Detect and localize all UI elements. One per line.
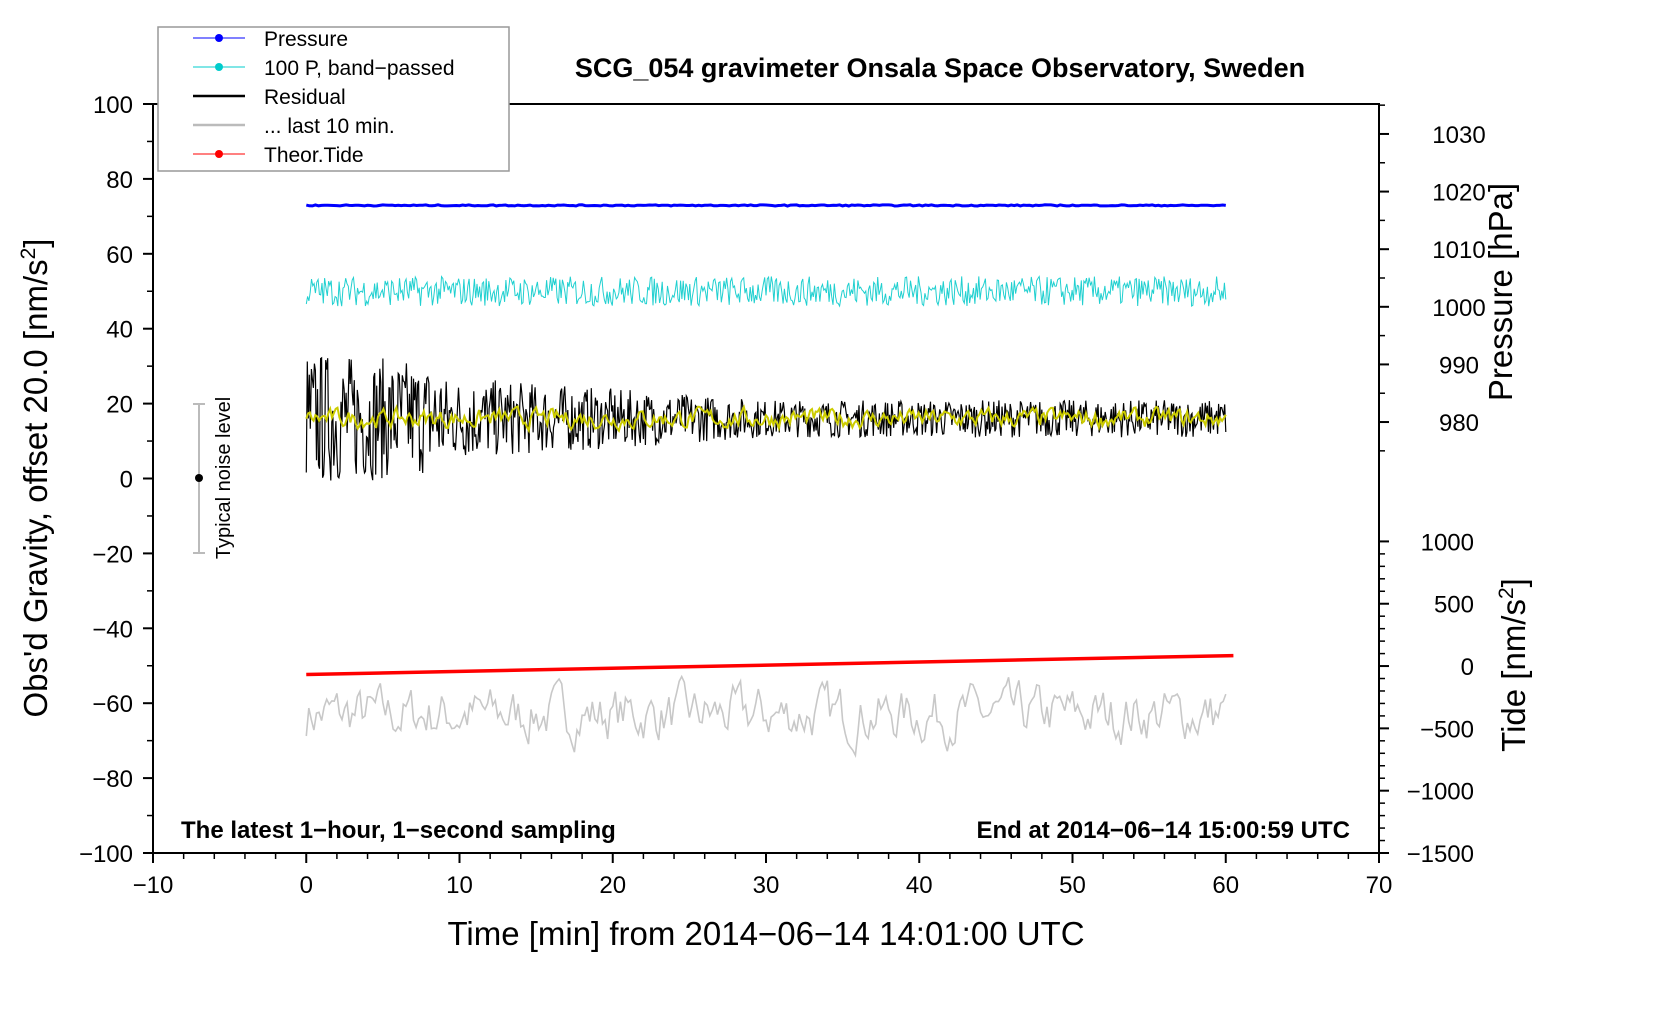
noise-level-label: Typical noise level	[213, 397, 235, 559]
tide-tick-label: −500	[1420, 716, 1474, 743]
series-residual-smoothed	[305, 404, 1227, 434]
pressure-tick-label: 1010	[1432, 237, 1485, 264]
y-tick-label: −40	[92, 616, 133, 643]
y-tick-label: −20	[92, 541, 133, 568]
pressure-tick-label: 990	[1439, 352, 1479, 379]
legend-marker	[215, 63, 223, 71]
x-tick-label: 10	[446, 872, 473, 899]
plot-frame	[152, 103, 1380, 854]
x-tick-label: 0	[300, 872, 313, 899]
series-band-passed-pressure	[305, 275, 1227, 308]
pressure-tick-label: 980	[1439, 410, 1479, 437]
annotation-sampling: The latest 1−hour, 1−second sampling	[181, 817, 616, 844]
pressure-tick-label: 1030	[1432, 122, 1485, 149]
legend: Pressure 100 P, band−passed Residual ... la…	[157, 26, 510, 172]
tide-tick-label: −1500	[1407, 841, 1474, 868]
x-tick-label: 70	[1366, 872, 1393, 899]
legend-marker	[215, 150, 223, 158]
y-tick-label: 0	[120, 467, 133, 494]
y-tick-label: −80	[92, 766, 133, 793]
y-tick-label: 60	[106, 242, 133, 269]
y-tick-label: 20	[106, 392, 133, 419]
tide-tick-label: 500	[1434, 592, 1474, 619]
series-theor-tide	[306, 653, 1234, 677]
chart-title: SCG_054 gravimeter Onsala Space Observat…	[575, 53, 1305, 83]
y-axis-label-tide: Tide [nm/s2]	[1495, 578, 1532, 752]
y-tick-label: −100	[79, 841, 133, 868]
x-tick-label: 40	[906, 872, 933, 899]
y-tick-label: 100	[93, 92, 133, 119]
y-tick-label: 80	[106, 167, 133, 194]
tide-tick-label: 0	[1461, 654, 1474, 681]
series-last-10-min	[305, 674, 1227, 759]
series-pressure	[305, 203, 1226, 208]
y-axis-label-left: Obs'd Gravity, offset 20.0 [nm/s2]	[17, 239, 54, 718]
legend-label: Theor.Tide	[264, 144, 364, 167]
y-axis-label-pressure: Pressure [hPa]	[1482, 183, 1519, 401]
x-tick-label: −10	[133, 872, 174, 899]
y-tick-label: 40	[106, 317, 133, 344]
legend-label: ... last 10 min.	[264, 115, 395, 138]
x-tick-label: 50	[1059, 872, 1086, 899]
legend-label: Pressure	[264, 28, 348, 51]
tide-tick-label: 1000	[1421, 529, 1474, 556]
x-tick-label: 60	[1212, 872, 1239, 899]
x-tick-label: 20	[599, 872, 626, 899]
noise-level-bar: Typical noise level	[193, 397, 235, 559]
tide-tick-label: −1000	[1407, 779, 1474, 806]
legend-marker	[215, 34, 223, 42]
series-residual	[305, 356, 1227, 481]
x-axis-label: Time [min] from 2014−06−14 14:01:00 UTC	[447, 915, 1084, 952]
annotation-end-time: End at 2014−06−14 15:00:59 UTC	[976, 817, 1350, 844]
pressure-tick-label: 1020	[1432, 180, 1485, 207]
x-tick-label: 30	[753, 872, 780, 899]
legend-label: 100 P, band−passed	[264, 57, 455, 80]
y-tick-label: −60	[92, 691, 133, 718]
pressure-tick-label: 1000	[1432, 295, 1485, 322]
legend-label: Residual	[264, 86, 346, 109]
